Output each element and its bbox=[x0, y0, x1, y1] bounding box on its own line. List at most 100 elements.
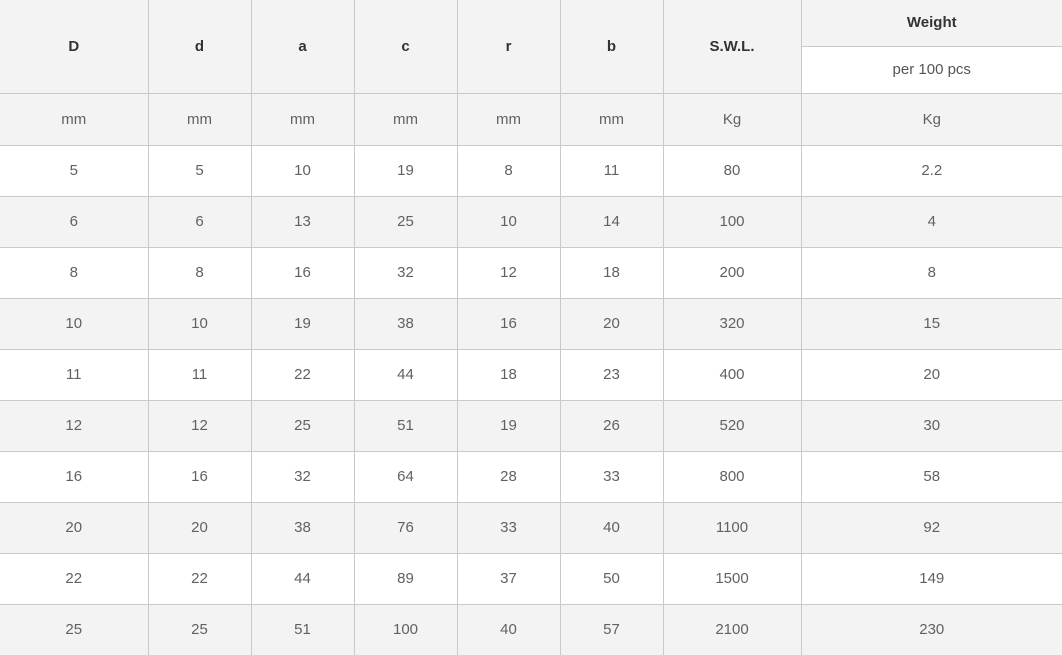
cell-a: 32 bbox=[250, 450, 355, 503]
cell-D: 6 bbox=[0, 195, 149, 248]
table-row: 20 20 38 76 33 40 1100 92 bbox=[0, 501, 1062, 554]
cell-S.W.L.: 200 bbox=[662, 246, 802, 299]
table-row: 22 22 44 89 37 50 1500 149 bbox=[0, 552, 1062, 605]
cell-Weight: 230 bbox=[800, 603, 1062, 655]
cell-Weight: 8 bbox=[800, 246, 1062, 299]
cell-d: 10 bbox=[147, 297, 252, 350]
table-row: 10 10 19 38 16 20 320 15 bbox=[0, 297, 1062, 350]
cell-b: 20 bbox=[559, 297, 664, 350]
cell-S.W.L.: 800 bbox=[662, 450, 802, 503]
cell-c: 38 bbox=[353, 297, 458, 350]
cell-Weight: 30 bbox=[800, 399, 1062, 452]
cell-r: 10 bbox=[456, 195, 561, 248]
unit-cell-swl: Kg bbox=[662, 92, 802, 146]
cell-r: 8 bbox=[456, 144, 561, 197]
cell-D: 10 bbox=[0, 297, 149, 350]
cell-d: 12 bbox=[147, 399, 252, 452]
cell-b: 18 bbox=[559, 246, 664, 299]
table-row: 8 8 16 32 12 18 200 8 bbox=[0, 246, 1062, 299]
unit-cell-D: mm bbox=[0, 92, 149, 146]
cell-D: 16 bbox=[0, 450, 149, 503]
cell-b: 33 bbox=[559, 450, 664, 503]
cell-d: 16 bbox=[147, 450, 252, 503]
cell-D: 8 bbox=[0, 246, 149, 299]
cell-r: 40 bbox=[456, 603, 561, 655]
table-body: 5 5 10 19 8 11 80 2.2 6 6 13 25 10 14 100 4 8 8 16 32 12 18 20… bbox=[0, 144, 1062, 655]
unit-cell-d: mm bbox=[147, 92, 252, 146]
cell-c: 51 bbox=[353, 399, 458, 452]
cell-b: 26 bbox=[559, 399, 664, 452]
table-row: 16 16 32 64 28 33 800 58 bbox=[0, 450, 1062, 503]
cell-b: 23 bbox=[559, 348, 664, 401]
cell-c: 25 bbox=[353, 195, 458, 248]
cell-d: 20 bbox=[147, 501, 252, 554]
cell-Weight: 2.2 bbox=[800, 144, 1062, 197]
column-header-c: c bbox=[353, 0, 458, 94]
table-row: 12 12 25 51 19 26 520 30 bbox=[0, 399, 1062, 452]
unit-cell-b: mm bbox=[559, 92, 664, 146]
cell-d: 8 bbox=[147, 246, 252, 299]
column-header-a: a bbox=[250, 0, 355, 94]
table-row: 6 6 13 25 10 14 100 4 bbox=[0, 195, 1062, 248]
cell-S.W.L.: 320 bbox=[662, 297, 802, 350]
cell-S.W.L.: 1500 bbox=[662, 552, 802, 605]
cell-S.W.L.: 2100 bbox=[662, 603, 802, 655]
cell-c: 44 bbox=[353, 348, 458, 401]
header-sub-row: per 100 pcs bbox=[0, 45, 1062, 94]
cell-r: 19 bbox=[456, 399, 561, 452]
unit-cell-weight: Kg bbox=[800, 92, 1062, 146]
cell-r: 37 bbox=[456, 552, 561, 605]
cell-c: 32 bbox=[353, 246, 458, 299]
cell-D: 11 bbox=[0, 348, 149, 401]
cell-Weight: 15 bbox=[800, 297, 1062, 350]
cell-D: 12 bbox=[0, 399, 149, 452]
cell-r: 28 bbox=[456, 450, 561, 503]
cell-b: 40 bbox=[559, 501, 664, 554]
cell-c: 100 bbox=[353, 603, 458, 655]
column-subheader-per-100-pcs: per 100 pcs bbox=[800, 45, 1062, 94]
units-row: mm mm mm mm mm mm Kg Kg bbox=[0, 92, 1062, 146]
cell-a: 19 bbox=[250, 297, 355, 350]
cell-a: 16 bbox=[250, 246, 355, 299]
cell-S.W.L.: 1100 bbox=[662, 501, 802, 554]
column-header-D: D bbox=[0, 0, 149, 94]
cell-d: 11 bbox=[147, 348, 252, 401]
cell-b: 57 bbox=[559, 603, 664, 655]
column-header-d: d bbox=[147, 0, 252, 94]
cell-c: 64 bbox=[353, 450, 458, 503]
cell-d: 25 bbox=[147, 603, 252, 655]
column-header-r: r bbox=[456, 0, 561, 94]
table-row: 25 25 51 100 40 57 2100 230 bbox=[0, 603, 1062, 655]
cell-b: 11 bbox=[559, 144, 664, 197]
cell-Weight: 149 bbox=[800, 552, 1062, 605]
cell-Weight: 92 bbox=[800, 501, 1062, 554]
cell-S.W.L.: 400 bbox=[662, 348, 802, 401]
cell-Weight: 4 bbox=[800, 195, 1062, 248]
header-row: D d a c r b S.W.L. Weight bbox=[0, 0, 1062, 94]
cell-b: 50 bbox=[559, 552, 664, 605]
cell-c: 19 bbox=[353, 144, 458, 197]
cell-b: 14 bbox=[559, 195, 664, 248]
cell-a: 13 bbox=[250, 195, 355, 248]
cell-a: 22 bbox=[250, 348, 355, 401]
cell-c: 89 bbox=[353, 552, 458, 605]
cell-a: 10 bbox=[250, 144, 355, 197]
cell-r: 16 bbox=[456, 297, 561, 350]
cell-S.W.L.: 520 bbox=[662, 399, 802, 452]
cell-d: 6 bbox=[147, 195, 252, 248]
cell-r: 33 bbox=[456, 501, 561, 554]
unit-cell-a: mm bbox=[250, 92, 355, 146]
cell-Weight: 58 bbox=[800, 450, 1062, 503]
cell-d: 5 bbox=[147, 144, 252, 197]
cell-D: 22 bbox=[0, 552, 149, 605]
cell-D: 5 bbox=[0, 144, 149, 197]
cell-D: 20 bbox=[0, 501, 149, 554]
cell-r: 12 bbox=[456, 246, 561, 299]
cell-Weight: 20 bbox=[800, 348, 1062, 401]
column-header-weight: Weight bbox=[800, 0, 1062, 47]
cell-a: 25 bbox=[250, 399, 355, 452]
cell-a: 51 bbox=[250, 603, 355, 655]
cell-S.W.L.: 100 bbox=[662, 195, 802, 248]
cell-c: 76 bbox=[353, 501, 458, 554]
